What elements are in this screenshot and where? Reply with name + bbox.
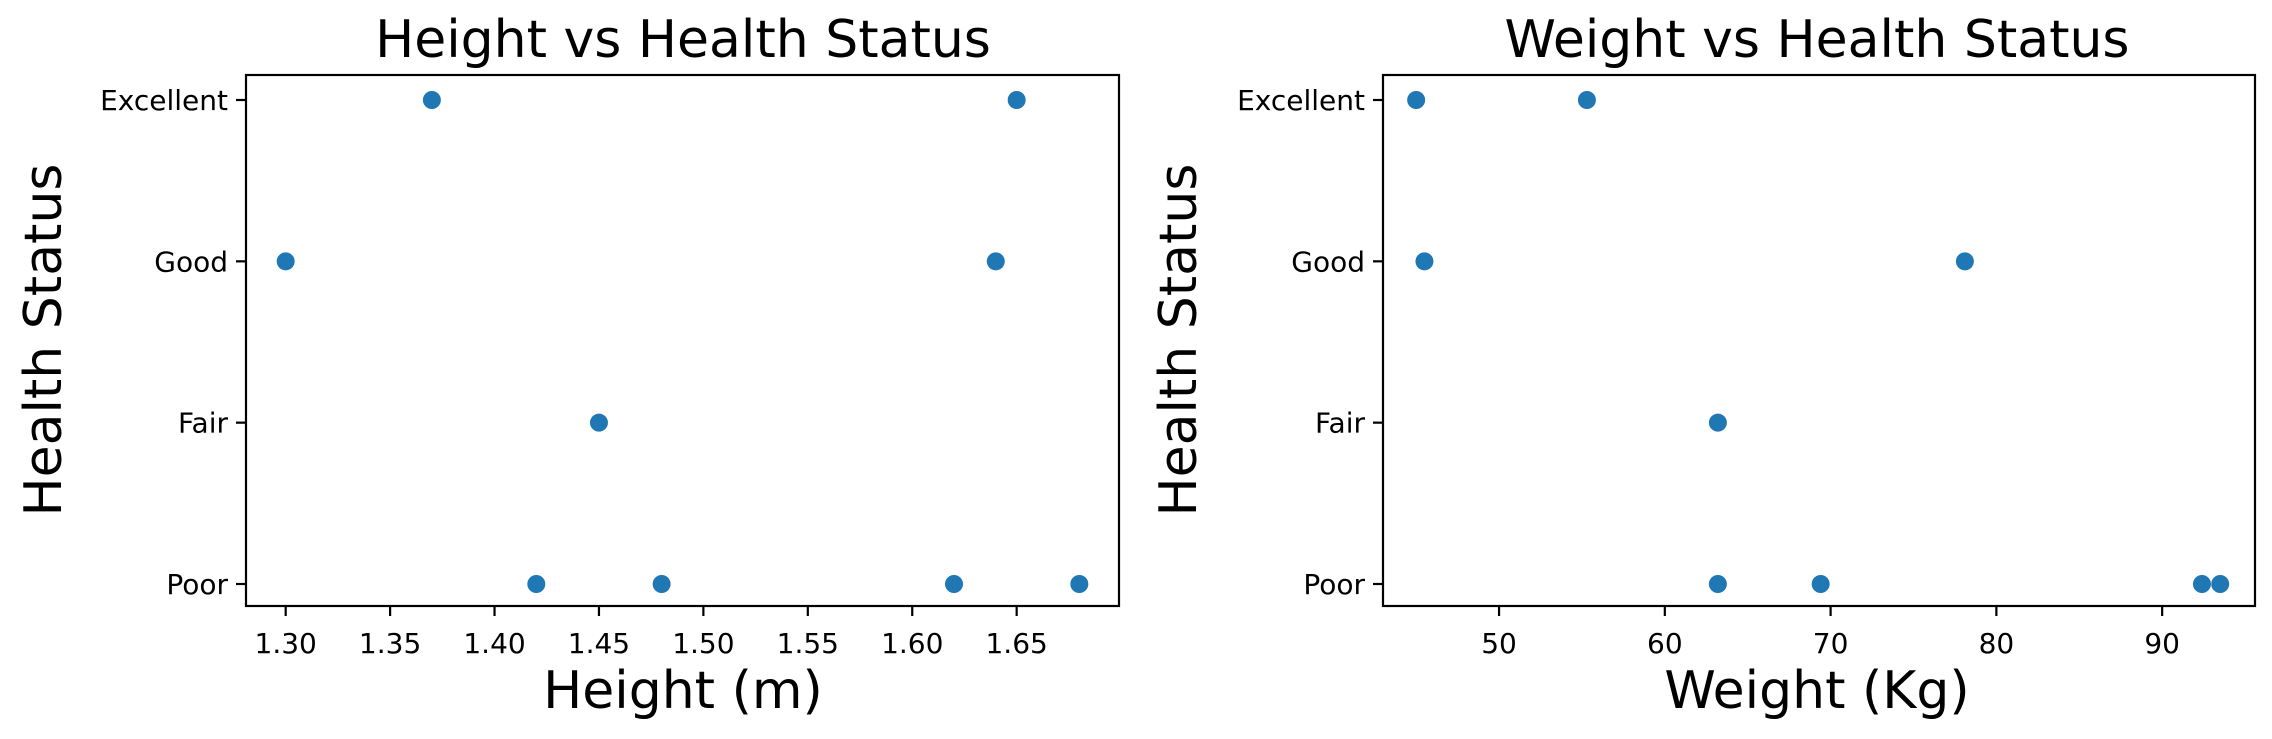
scatter-point [422,91,441,109]
x-axis-label: Height (m) [543,661,823,721]
scatter-point [2211,575,2230,593]
plot-area [1381,73,2257,608]
scatter-point [1577,91,1596,109]
scatter-point [1070,575,1089,593]
x-axis: 1.30 1.35 1.40 1.45 1.50 1.55 1.60 1.65 [255,606,1048,660]
x-tick-label: 1.30 [255,627,317,660]
y-tick-label: Excellent [1237,84,1365,117]
x-tick-label: 1.45 [568,627,630,660]
scatter-points [1407,91,2230,593]
y-axis: Poor Fair Good Excellent [1237,84,1383,601]
scatter-point [1811,575,1830,593]
chart-title: Weight vs Health Status [1504,10,2129,70]
y-axis-label: Health Status [14,164,74,517]
x-tick-label: 90 [2144,627,2180,660]
weight-health-chart: Weight vs Health Status Poor Fair Good Exce… [1149,10,2257,721]
x-tick-label: 80 [1979,627,2015,660]
plot-area [244,73,1121,608]
scatter-point [1708,413,1727,432]
scatter-point [2192,575,2211,593]
scatter-point [652,575,671,593]
x-axis-label: Weight (Kg) [1664,661,1969,721]
scatter-point [527,575,546,593]
scatter-points [276,91,1089,593]
y-tick-label: Fair [178,407,228,440]
scatter-point [1407,91,1426,109]
x-tick-label: 1.50 [672,627,734,660]
scatter-point [1708,575,1727,593]
scatter-point [1007,91,1026,109]
x-tick-label: 60 [1647,627,1683,660]
x-tick-label: 1.55 [777,627,839,660]
x-tick-label: 70 [1813,627,1849,660]
scatter-point [589,413,608,432]
x-tick-label: 1.65 [985,627,1047,660]
y-tick-label: Good [1291,245,1365,278]
x-axis: 50 60 70 80 90 [1481,606,2180,660]
x-tick-label: 1.35 [359,627,421,660]
x-tick-label: 1.60 [881,627,943,660]
x-tick-label: 1.40 [463,627,525,660]
height-health-chart: Height vs Health Status Poor Fair Good Exce… [14,10,1121,721]
scatter-point [276,252,295,271]
y-tick-label: Fair [1315,407,1365,440]
scatter-point [1415,252,1434,271]
scatter-point [986,252,1005,271]
y-axis: Poor Fair Good Excellent [100,84,246,601]
scatter-point [945,575,964,593]
scatter-point [1955,252,1974,271]
y-axis-label: Health Status [1149,164,1209,517]
y-tick-label: Excellent [100,84,228,117]
y-tick-label: Poor [1303,568,1365,601]
y-tick-label: Poor [166,568,228,601]
chart-title: Height vs Health Status [375,10,991,70]
y-tick-label: Good [154,245,228,278]
x-tick-label: 50 [1481,627,1517,660]
